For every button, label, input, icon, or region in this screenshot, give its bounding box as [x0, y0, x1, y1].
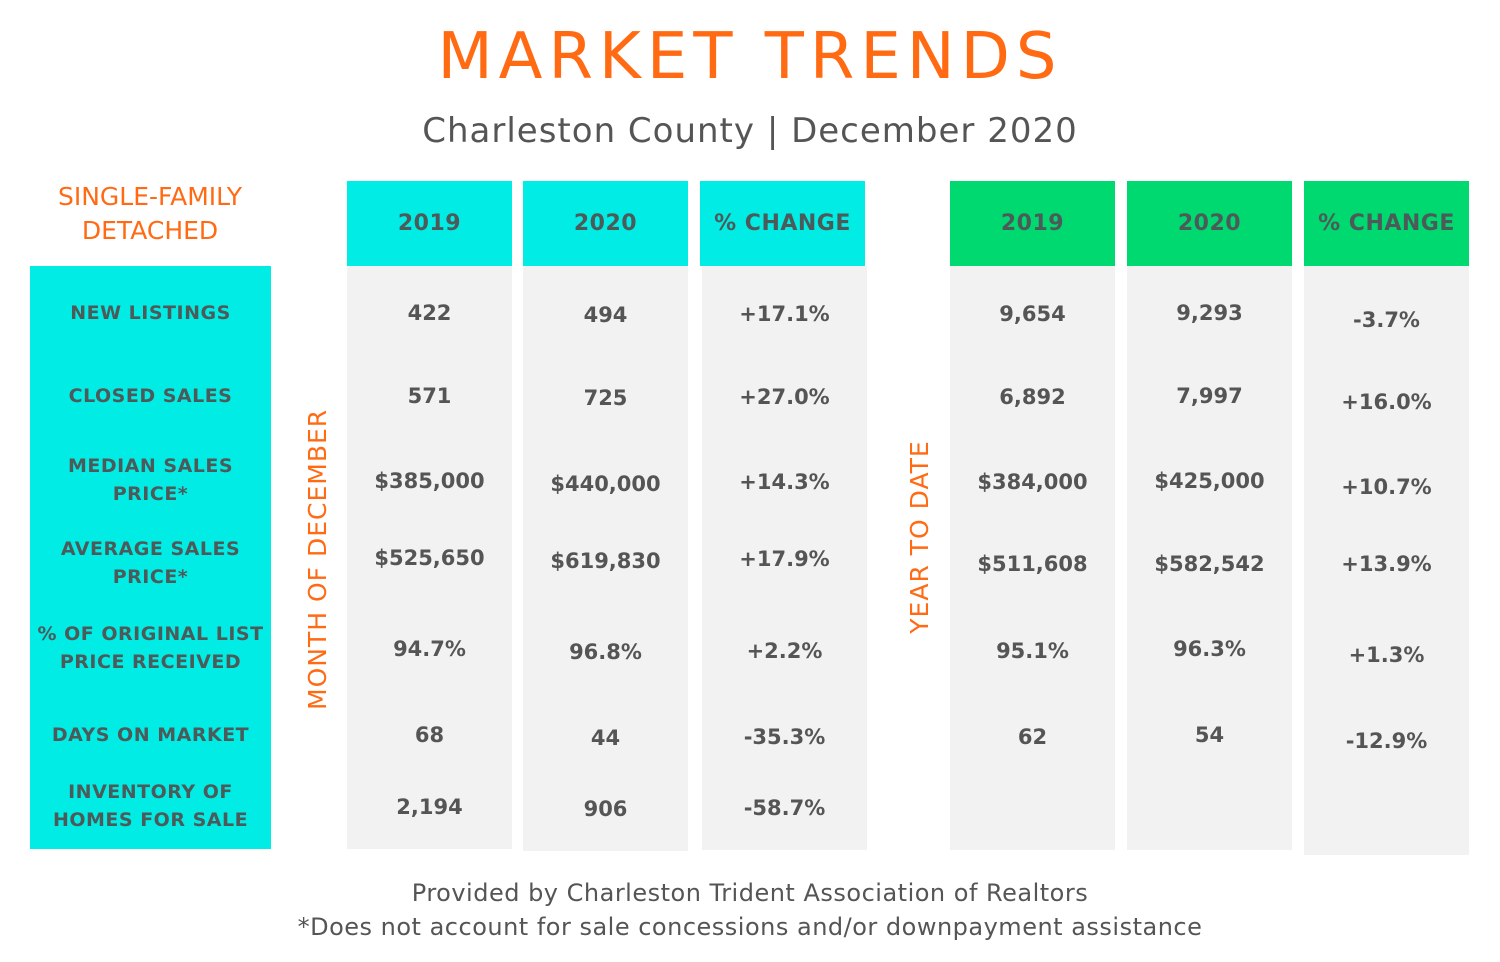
row-label-pct-original-list: % OF ORIGINAL LIST PRICE RECEIVED [30, 620, 271, 676]
row-label-text: NEW LISTINGS [70, 302, 231, 324]
row-label-panel [30, 266, 271, 849]
table-cell: 422 [407, 301, 452, 325]
table-cell: 94.7% [393, 637, 466, 661]
year-to-date-label: YEAR TO DATE [905, 440, 934, 634]
ytd-col-change [1304, 266, 1469, 855]
table-cell: -35.3% [743, 725, 826, 749]
row-label-text: PRICE* [112, 483, 189, 505]
table-cell: 571 [407, 384, 452, 408]
table-cell: 62 [1017, 725, 1048, 749]
table-cell: +10.7% [1341, 475, 1432, 499]
page-title: MARKET TRENDS [437, 20, 1063, 94]
table-cell: 68 [414, 723, 445, 747]
table-cell: $619,830 [550, 549, 661, 573]
month-col-2019 [347, 266, 512, 849]
table-cell: +1.3% [1348, 643, 1425, 667]
month-col-change [702, 266, 867, 850]
table-cell: $511,608 [977, 552, 1088, 576]
row-label-closed-sales: CLOSED SALES [30, 382, 271, 410]
table-cell: $525,650 [374, 546, 485, 570]
table-cell: 44 [590, 726, 621, 750]
footer-source: Provided by Charleston Trident Associati… [411, 879, 1089, 907]
table-cell: $582,542 [1154, 552, 1265, 576]
table-cell: -3.7% [1353, 308, 1420, 332]
month-header-change: % CHANGE [700, 181, 865, 266]
table-cell: 494 [583, 303, 628, 327]
row-label-median-sales-price: MEDIAN SALES PRICE* [30, 452, 271, 508]
table-cell: 9,654 [999, 302, 1066, 326]
table-cell: $384,000 [977, 470, 1088, 494]
ytd-col-2020 [1127, 266, 1292, 850]
table-cell: +27.0% [739, 385, 830, 409]
month-of-december-label: MONTH OF DECEMBER [303, 408, 332, 710]
ytd-col-2019 [950, 266, 1115, 850]
row-label-text: AVERAGE SALES [60, 538, 241, 560]
table-cell: 96.3% [1173, 637, 1246, 661]
table-cell: 725 [583, 386, 628, 410]
table-cell: 2,194 [396, 795, 463, 819]
month-header-2019: 2019 [347, 181, 512, 266]
table-cell: 96.8% [569, 640, 642, 664]
row-label-text: MEDIAN SALES [67, 455, 234, 477]
row-label-text: HOMES FOR SALE [52, 809, 249, 831]
table-cell: 54 [1194, 723, 1225, 747]
table-cell: +17.9% [739, 547, 830, 571]
month-col-2020 [523, 266, 688, 851]
row-label-text: CLOSED SALES [68, 385, 233, 407]
table-cell: +14.3% [739, 470, 830, 494]
section-title-line1: SINGLE-FAMILY [57, 182, 243, 211]
table-cell: -12.9% [1345, 729, 1428, 753]
table-cell: $440,000 [550, 472, 661, 496]
row-label-text: DAYS ON MARKET [51, 724, 250, 746]
row-label-inventory: INVENTORY OF HOMES FOR SALE [30, 778, 271, 834]
ytd-header-2020: 2020 [1127, 181, 1292, 266]
row-label-days-on-market: DAYS ON MARKET [30, 721, 271, 749]
table-cell: $385,000 [374, 469, 485, 493]
table-cell: 95.1% [996, 639, 1069, 663]
table-cell: $425,000 [1154, 469, 1265, 493]
table-cell: 906 [583, 797, 628, 821]
section-title-line2: DETACHED [81, 216, 219, 245]
ytd-header-2019: 2019 [950, 181, 1115, 266]
table-cell: 6,892 [999, 385, 1066, 409]
table-cell: 7,997 [1176, 384, 1243, 408]
table-cell: +13.9% [1341, 552, 1432, 576]
row-label-new-listings: NEW LISTINGS [30, 299, 271, 327]
table-cell: +17.1% [739, 302, 830, 326]
row-label-text: INVENTORY OF [68, 781, 233, 803]
table-cell: 9,293 [1176, 301, 1243, 325]
table-cell: -58.7% [743, 796, 826, 820]
section-title: SINGLE-FAMILY DETACHED [30, 180, 270, 248]
table-cell: +2.2% [746, 639, 823, 663]
page-subtitle: Charleston County | December 2020 [422, 111, 1078, 151]
row-label-text: PRICE* [112, 566, 189, 588]
table-cell: +16.0% [1341, 390, 1432, 414]
row-label-text: PRICE RECEIVED [59, 651, 242, 673]
footer-note: *Does not account for sale concessions a… [297, 913, 1203, 941]
month-header-2020: 2020 [523, 181, 688, 266]
row-label-average-sales-price: AVERAGE SALES PRICE* [30, 535, 271, 591]
ytd-header-change: % CHANGE [1304, 181, 1469, 266]
row-label-text: % OF ORIGINAL LIST [37, 623, 264, 645]
